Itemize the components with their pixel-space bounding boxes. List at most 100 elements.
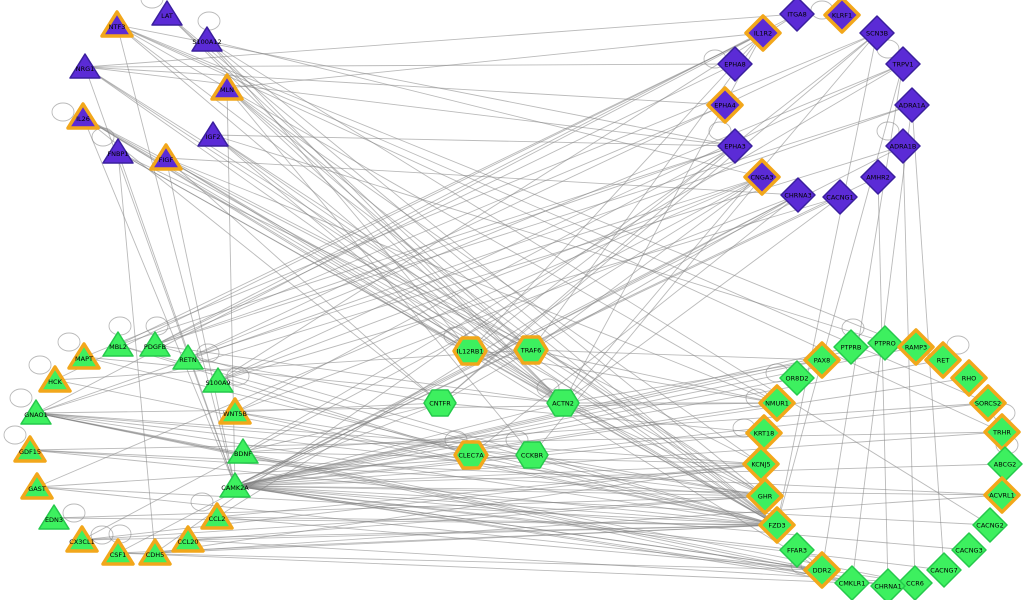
triangle-node-shape[interactable] — [13, 435, 47, 463]
triangle-node-shape[interactable] — [138, 538, 172, 566]
node-GNAO1[interactable]: GNAO1 — [20, 399, 52, 425]
triangle-node-shape[interactable] — [172, 344, 204, 370]
triangle-node-shape[interactable] — [66, 102, 100, 130]
diamond-node-shape[interactable] — [743, 158, 781, 196]
node-CACNG1[interactable]: CACNG1 — [822, 179, 858, 215]
triangle-node-shape[interactable] — [191, 26, 223, 52]
node-GDF15[interactable]: GDF15 — [13, 435, 47, 463]
diamond-node-shape[interactable] — [758, 384, 796, 422]
triangle-node-shape[interactable] — [219, 472, 251, 498]
triangle-node-shape[interactable] — [67, 342, 101, 370]
triangle-node-shape[interactable] — [139, 331, 171, 357]
hexagon-node-shape[interactable] — [513, 335, 549, 365]
diamond-node-shape[interactable] — [972, 507, 1008, 543]
node-NTF3[interactable]: NTF3 — [100, 10, 134, 38]
diamond-node-shape[interactable] — [744, 14, 782, 52]
diamond-node-shape[interactable] — [717, 128, 753, 164]
triangle-node-shape[interactable] — [38, 504, 70, 530]
diamond-node-shape[interactable] — [926, 552, 962, 588]
node-TRPV1[interactable]: TRPV1 — [885, 46, 921, 82]
triangle-node-shape[interactable] — [102, 138, 134, 164]
node-CCKBR[interactable]: CCKBR — [515, 441, 549, 469]
diamond-node-shape[interactable] — [823, 0, 861, 34]
diamond-node-shape[interactable] — [951, 532, 987, 568]
node-CHRNA3[interactable]: CHRNA3 — [780, 177, 816, 213]
diamond-node-shape[interactable] — [897, 565, 933, 600]
hexagon-node-shape[interactable] — [515, 441, 549, 469]
diamond-node-shape[interactable] — [860, 159, 896, 195]
diamond-node-shape[interactable] — [706, 86, 744, 124]
triangle-node-shape[interactable] — [149, 143, 183, 171]
diamond-node-shape[interactable] — [780, 177, 816, 213]
node-ITGA8[interactable]: ITGA8 — [779, 0, 815, 32]
diamond-node-shape[interactable] — [779, 0, 815, 32]
diamond-node-shape[interactable] — [969, 384, 1007, 422]
diamond-node-shape[interactable] — [779, 532, 815, 568]
diamond-node-shape[interactable] — [779, 360, 815, 396]
node-MAPT[interactable]: MAPT — [67, 342, 101, 370]
triangle-node-shape[interactable] — [200, 502, 234, 530]
node-KLRF1[interactable]: KLRF1 — [823, 0, 861, 34]
diamond-node-shape[interactable] — [983, 476, 1021, 514]
node-KCNJ5[interactable]: KCNJ5 — [742, 445, 780, 483]
triangle-node-shape[interactable] — [38, 365, 72, 393]
diamond-node-shape[interactable] — [885, 46, 921, 82]
node-CACNG3[interactable]: CACNG3 — [951, 532, 987, 568]
node-IL12RB1[interactable]: IL12RB1 — [452, 336, 488, 366]
node-ADRA1A[interactable]: ADRA1A — [894, 87, 930, 123]
triangle-node-shape[interactable] — [197, 121, 229, 147]
node-ACTN2[interactable]: ACTN2 — [546, 389, 580, 417]
node-WNT5B[interactable]: WNT5B — [218, 397, 252, 425]
diamond-node-shape[interactable] — [897, 328, 935, 366]
diamond-node-shape[interactable] — [742, 445, 780, 483]
triangle-node-shape[interactable] — [101, 538, 135, 566]
hexagon-node-shape[interactable] — [546, 389, 580, 417]
hexagon-node-shape[interactable] — [453, 440, 489, 470]
node-EPHA4[interactable]: EPHA4 — [706, 86, 744, 124]
diamond-node-shape[interactable] — [870, 568, 906, 600]
diamond-node-shape[interactable] — [867, 325, 903, 361]
diamond-node-shape[interactable] — [717, 46, 753, 82]
node-IL1R2[interactable]: IL1R2 — [744, 14, 782, 52]
node-CCR6[interactable]: CCR6 — [897, 565, 933, 600]
node-PDGFB[interactable]: PDGFB — [139, 331, 171, 357]
triangle-node-shape[interactable] — [202, 367, 234, 393]
diamond-node-shape[interactable] — [885, 128, 921, 164]
hexagon-node-shape[interactable] — [452, 336, 488, 366]
triangle-node-shape[interactable] — [20, 472, 54, 500]
diamond-node-shape[interactable] — [822, 179, 858, 215]
node-ADRA1B[interactable]: ADRA1B — [885, 128, 921, 164]
triangle-node-shape[interactable] — [171, 525, 205, 553]
diamond-node-shape[interactable] — [758, 506, 796, 544]
node-CHRNA1[interactable]: CHRNA1 — [870, 568, 906, 600]
node-SCN3B[interactable]: SCN3B — [859, 15, 895, 51]
node-CLEC7A[interactable]: CLEC7A — [453, 440, 489, 470]
triangle-node-shape[interactable] — [210, 73, 244, 101]
node-TRAF6[interactable]: TRAF6 — [513, 335, 549, 365]
diamond-node-shape[interactable] — [834, 565, 870, 600]
node-PTPRO[interactable]: PTPRO — [867, 325, 903, 361]
node-ABCG2[interactable]: ABCG2 — [987, 446, 1023, 482]
triangle-node-shape[interactable] — [102, 331, 134, 357]
node-CACNG7[interactable]: CACNG7 — [926, 552, 962, 588]
node-CNGA3[interactable]: CNGA3 — [743, 158, 781, 196]
triangle-node-shape[interactable] — [151, 0, 183, 26]
diamond-node-shape[interactable] — [745, 414, 783, 452]
diamond-node-shape[interactable] — [894, 87, 930, 123]
diamond-node-shape[interactable] — [746, 477, 784, 515]
diamond-node-shape[interactable] — [859, 15, 895, 51]
node-LAT[interactable]: LAT — [151, 0, 183, 26]
diamond-node-shape[interactable] — [987, 446, 1023, 482]
triangle-node-shape[interactable] — [227, 438, 259, 464]
node-CSF1[interactable]: CSF1 — [101, 538, 135, 566]
hexagon-node-shape[interactable] — [423, 389, 457, 417]
triangle-node-shape[interactable] — [69, 53, 101, 79]
node-IGF2[interactable]: IGF2 — [197, 121, 229, 147]
triangle-node-shape[interactable] — [100, 10, 134, 38]
diamond-node-shape[interactable] — [950, 359, 988, 397]
node-ACVRL1[interactable]: ACVRL1 — [983, 476, 1021, 514]
triangle-node-shape[interactable] — [218, 397, 252, 425]
diamond-node-shape[interactable] — [833, 329, 869, 365]
triangle-node-shape[interactable] — [20, 399, 52, 425]
